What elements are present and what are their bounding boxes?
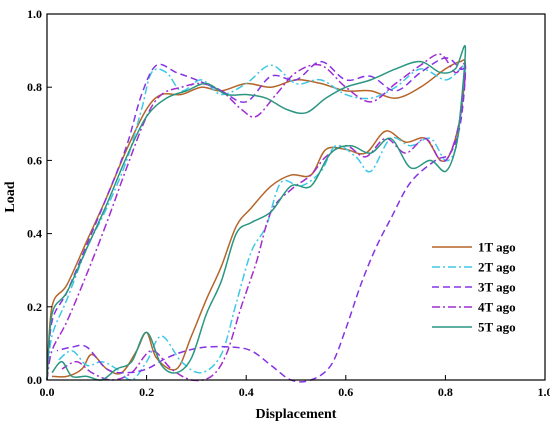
series-line-3: [46, 57, 467, 383]
legend-label: 2T ago: [478, 260, 516, 275]
legend-label: 4T ago: [478, 300, 516, 315]
legend-item-1: 1T ago: [432, 240, 516, 255]
legend-label: 1T ago: [478, 240, 516, 255]
x-axis-label: Displacement: [256, 407, 337, 422]
y-tick-label: 0.0: [27, 373, 42, 387]
legend-label: 5T ago: [478, 320, 516, 335]
y-tick-label: 0.6: [27, 153, 42, 167]
series-line-2: [46, 61, 467, 381]
series-line-5: [46, 44, 467, 381]
x-tick-label: 0.6: [338, 385, 353, 399]
series-line-4: [46, 53, 467, 382]
legend-item-2: 2T ago: [432, 260, 516, 275]
y-tick-label: 0.8: [27, 80, 42, 94]
legend-label: 3T ago: [478, 280, 516, 295]
legend-item-5: 5T ago: [432, 320, 516, 335]
y-tick-label: 0.2: [27, 300, 42, 314]
y-axis-label: Load: [3, 181, 18, 212]
y-tick-label: 1.0: [27, 7, 42, 21]
x-tick-label: 0.0: [40, 385, 55, 399]
x-tick-label: 1.0: [538, 385, 550, 399]
plot-frame: [46, 13, 546, 381]
legend-item-3: 3T ago: [432, 280, 516, 295]
x-tick-label: 0.8: [438, 385, 453, 399]
x-tick-label: 0.2: [139, 385, 154, 399]
y-tick-label: 0.4: [27, 227, 42, 241]
plot-lines: [46, 44, 467, 383]
legend-item-4: 4T ago: [432, 300, 516, 315]
axis-ticks: 0.0 0.2 0.4 0.6 0.8 1.0 0.0 0.2 0.4 0.6 0.8 1.0: [27, 7, 550, 399]
x-tick-label: 0.4: [239, 385, 254, 399]
legend: 1T ago 2T ago 3T ago 4T ago 5T ago: [432, 240, 516, 335]
